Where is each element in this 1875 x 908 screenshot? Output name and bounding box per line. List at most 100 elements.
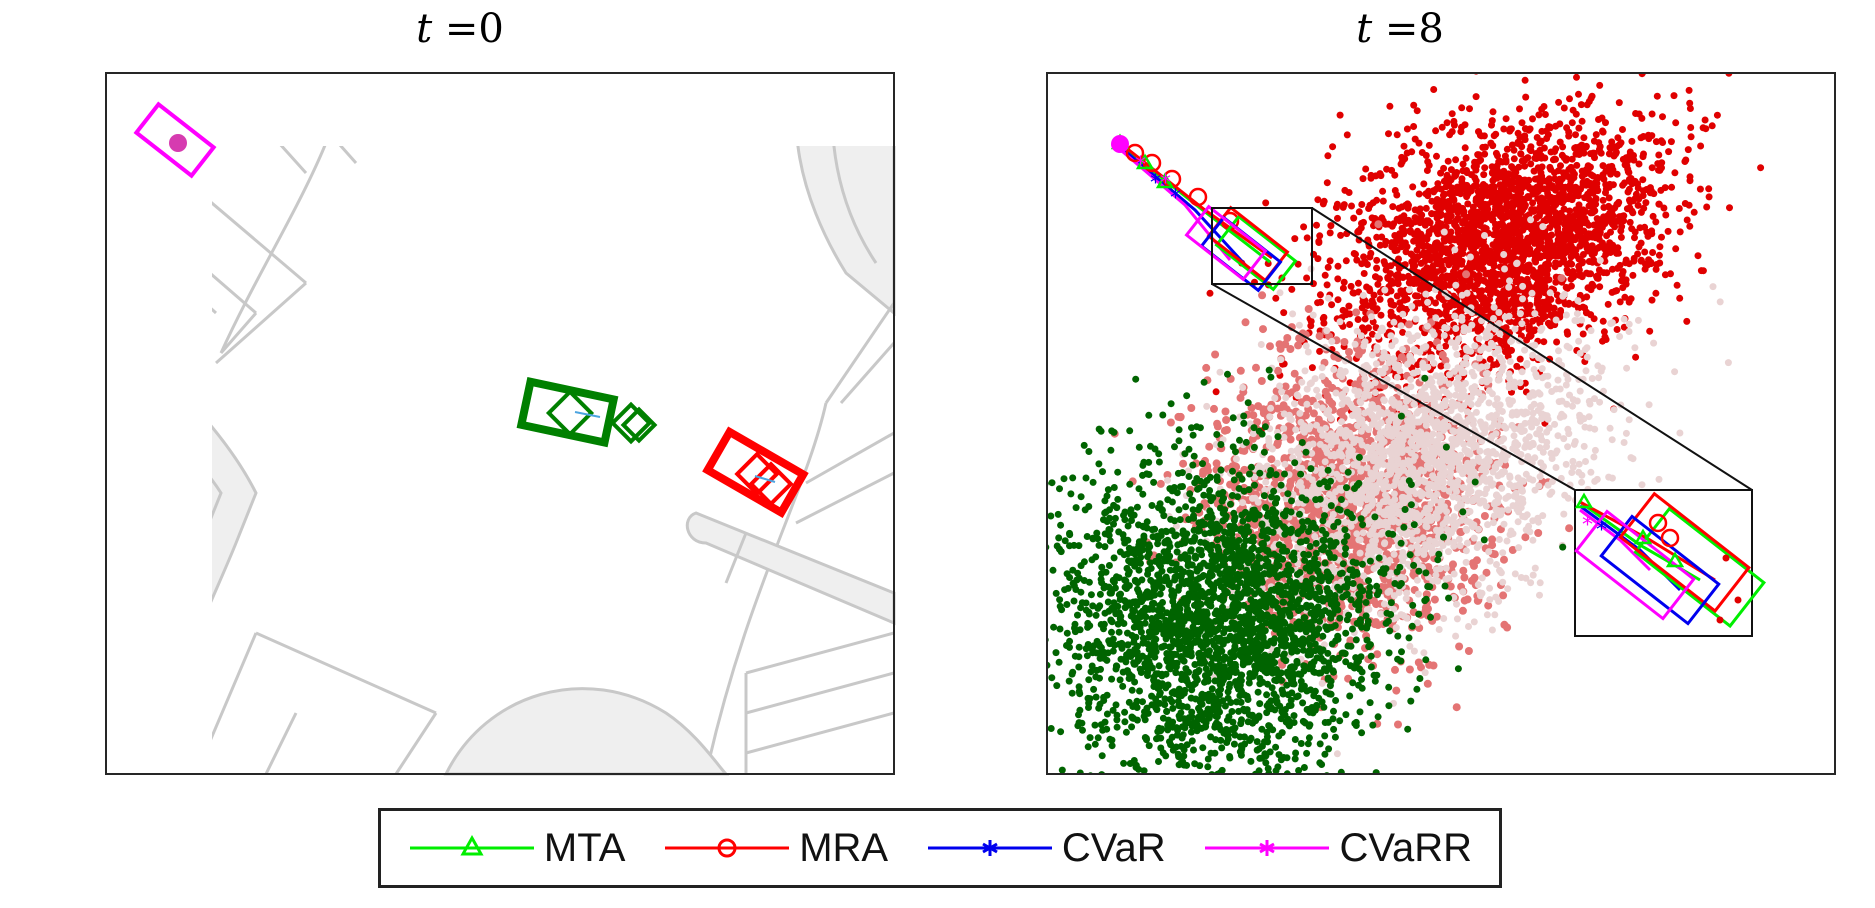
red-samples-point bbox=[1564, 330, 1572, 338]
red-samples-point bbox=[1573, 73, 1580, 81]
red-samples-point bbox=[1464, 200, 1472, 208]
red-samples-point bbox=[1308, 364, 1316, 372]
red-samples-point bbox=[1607, 228, 1614, 236]
red-samples-point bbox=[1535, 111, 1543, 119]
red-samples-point bbox=[1622, 256, 1630, 264]
red-samples-point bbox=[1447, 204, 1455, 212]
red-samples-point bbox=[1395, 204, 1403, 212]
red-samples-point bbox=[1404, 216, 1412, 224]
red-samples-point bbox=[1559, 244, 1567, 252]
red-samples-point bbox=[1316, 347, 1324, 355]
red-samples-point bbox=[1652, 138, 1660, 146]
red-samples-point bbox=[1313, 221, 1320, 229]
left-title-var: t bbox=[416, 6, 433, 52]
red-samples-point bbox=[1593, 274, 1601, 282]
red-samples-point bbox=[1431, 253, 1439, 260]
red-samples-point bbox=[1300, 223, 1308, 231]
red-samples-point bbox=[1569, 268, 1577, 275]
red-samples-point bbox=[1420, 219, 1428, 227]
red-samples-point bbox=[1607, 32, 1614, 39]
red-samples-point bbox=[1452, 156, 1460, 164]
light-samples-point bbox=[1280, 424, 1288, 432]
red-samples-point bbox=[1516, 355, 1524, 363]
pink-samples-point bbox=[1534, 529, 1543, 537]
pink-samples-point bbox=[1325, 396, 1334, 405]
red-samples-point bbox=[1701, 116, 1709, 124]
red-samples-point bbox=[1590, 256, 1598, 264]
red-samples-point bbox=[1424, 192, 1432, 200]
light-samples-point bbox=[1498, 484, 1506, 492]
red-samples-point bbox=[1572, 206, 1580, 214]
red-samples-point bbox=[1480, 132, 1488, 140]
red-samples-point bbox=[1629, 271, 1637, 279]
light-samples-point bbox=[1276, 289, 1284, 297]
red-samples-point bbox=[1433, 228, 1441, 236]
red-samples-point bbox=[1423, 235, 1431, 243]
red-samples-point bbox=[1334, 275, 1342, 283]
red-samples-point bbox=[1410, 123, 1418, 130]
red-samples-point bbox=[1433, 152, 1440, 160]
red-samples-point bbox=[1415, 139, 1423, 147]
red-samples-point bbox=[1656, 166, 1664, 174]
red-samples-point bbox=[1379, 187, 1387, 195]
red-samples-point bbox=[1334, 296, 1342, 304]
red-samples-point bbox=[1397, 160, 1405, 168]
red-samples-point bbox=[1537, 309, 1545, 317]
red-samples-point bbox=[1377, 311, 1385, 319]
red-samples-point bbox=[1524, 154, 1532, 162]
red-samples-point bbox=[1272, 294, 1280, 302]
red-samples-point bbox=[1535, 212, 1543, 220]
red-samples-point bbox=[1616, 141, 1624, 149]
red-samples-point bbox=[1529, 199, 1537, 207]
red-samples-point bbox=[1568, 119, 1576, 127]
light-samples-point bbox=[1455, 335, 1463, 343]
light-samples-point bbox=[1493, 561, 1500, 568]
pink-samples-point bbox=[1340, 338, 1349, 346]
red-samples-point bbox=[1579, 251, 1587, 258]
red-samples-point bbox=[1575, 124, 1583, 132]
red-samples-point bbox=[1518, 119, 1526, 127]
red-samples-point bbox=[1690, 208, 1698, 216]
red-samples-point bbox=[1597, 149, 1605, 157]
red-samples-point bbox=[1397, 214, 1405, 222]
red-samples-point bbox=[1389, 203, 1397, 211]
red-samples-point bbox=[1641, 248, 1649, 256]
red-samples-point bbox=[1521, 76, 1529, 84]
red-samples-point bbox=[1523, 310, 1531, 318]
light-samples-point bbox=[1516, 310, 1524, 318]
red-samples-point bbox=[1713, 111, 1721, 119]
red-samples-point bbox=[1608, 245, 1616, 252]
red-samples-point bbox=[1350, 250, 1358, 257]
red-samples-point bbox=[1600, 328, 1608, 336]
red-samples-point bbox=[1369, 199, 1377, 207]
pink-samples-point bbox=[1286, 345, 1295, 353]
right-title-var: t bbox=[1356, 6, 1373, 52]
red-samples-point bbox=[1659, 113, 1666, 121]
red-samples-point bbox=[1367, 171, 1375, 179]
red-samples-point bbox=[1547, 311, 1555, 319]
red-samples-point bbox=[1683, 317, 1691, 325]
red-samples-point bbox=[1538, 233, 1546, 241]
red-samples-point bbox=[1442, 256, 1450, 264]
light-samples-point bbox=[1506, 277, 1513, 285]
light-samples-point bbox=[1303, 400, 1311, 408]
red-samples-point bbox=[1416, 205, 1424, 213]
red-samples-point bbox=[1420, 180, 1428, 188]
red-samples-point bbox=[1540, 144, 1548, 152]
red-samples-point bbox=[1328, 301, 1336, 309]
red-samples-point bbox=[1507, 251, 1515, 259]
red-samples-point bbox=[1631, 177, 1639, 185]
red-samples-point bbox=[1628, 137, 1636, 145]
pink-samples-point bbox=[1462, 270, 1471, 279]
red-samples-point bbox=[1358, 201, 1366, 208]
red-samples-point bbox=[1608, 288, 1616, 296]
red-samples-point bbox=[1551, 155, 1559, 163]
red-samples-point bbox=[1615, 99, 1623, 107]
red-samples-point bbox=[1345, 302, 1353, 310]
light-samples-point bbox=[1432, 314, 1440, 322]
red-samples-point bbox=[1467, 184, 1475, 192]
red-samples-point bbox=[1463, 213, 1471, 221]
red-samples-point bbox=[1533, 183, 1541, 191]
red-samples-point bbox=[1391, 187, 1399, 194]
red-samples-point bbox=[1383, 165, 1391, 173]
